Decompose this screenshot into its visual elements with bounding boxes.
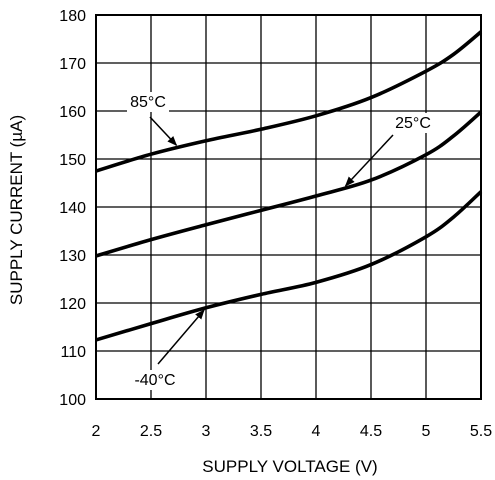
annotation-label-bg (127, 92, 169, 112)
plot-frame (95, 14, 482, 400)
annotation-arrow (157, 309, 205, 365)
y-tick-label: 140 (59, 200, 86, 217)
y-tick-label: 170 (59, 56, 86, 73)
x-tick-label: 5.5 (470, 423, 492, 440)
y-tick-label: 100 (59, 392, 86, 409)
annotation-label-bg (129, 370, 181, 390)
annotations: 85°C 25°C -40°C (127, 92, 434, 390)
y-axis-ticks: 100 110 120 130 140 150 160 170 180 (59, 8, 86, 409)
y-tick-label: 130 (59, 248, 86, 265)
series-lines (95, 30, 483, 342)
annotation-label: -40°C (134, 372, 175, 389)
x-tick-label: 4.5 (360, 423, 382, 440)
y-tick-label: 160 (59, 104, 86, 121)
x-tick-label: 3 (202, 423, 211, 440)
x-axis-title: SUPPLY VOLTAGE (V) (202, 457, 377, 476)
y-tick-label: 180 (59, 8, 86, 25)
annotation-arrow (344, 134, 394, 187)
annotation-label: 25°C (395, 115, 431, 132)
x-tick-label: 2.5 (140, 423, 162, 440)
x-tick-label: 5 (422, 423, 431, 440)
annotation-label: 85°C (130, 94, 166, 111)
annotation-label-bg (392, 113, 434, 133)
y-axis-title: SUPPLY CURRENT (µA) (7, 115, 26, 305)
y-tick-label: 120 (59, 296, 86, 313)
x-axis-ticks: 2 2.5 3 3.5 4 4.5 5 5.5 (92, 423, 493, 440)
series-line-0 (95, 30, 483, 173)
x-tick-label: 2 (92, 423, 101, 440)
annotation-arrow (149, 116, 178, 147)
x-tick-label: 4 (312, 423, 321, 440)
y-tick-label: 110 (60, 344, 86, 361)
series-line-2 (95, 190, 483, 342)
y-tick-label: 150 (59, 152, 86, 169)
x-tick-label: 3.5 (250, 423, 272, 440)
series-line-1 (95, 110, 483, 258)
